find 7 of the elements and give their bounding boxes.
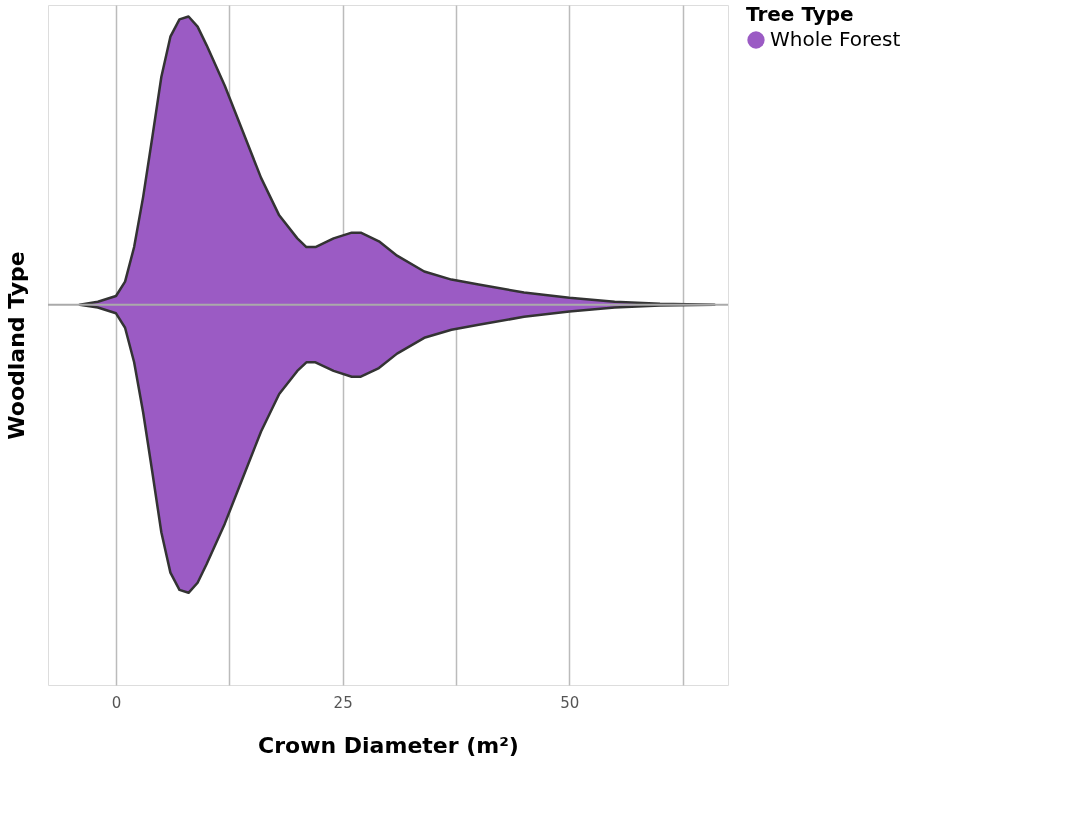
x-tick-label: 50: [560, 693, 580, 712]
x-tick-label: 25: [333, 693, 353, 712]
legend-title: Tree Type: [746, 2, 854, 26]
x-tick-label: 0: [111, 693, 122, 712]
y-axis-title: Woodland Type: [3, 251, 29, 440]
x-axis-title: Crown Diameter (m²): [258, 732, 519, 758]
legend-label: Whole Forest: [770, 27, 901, 51]
